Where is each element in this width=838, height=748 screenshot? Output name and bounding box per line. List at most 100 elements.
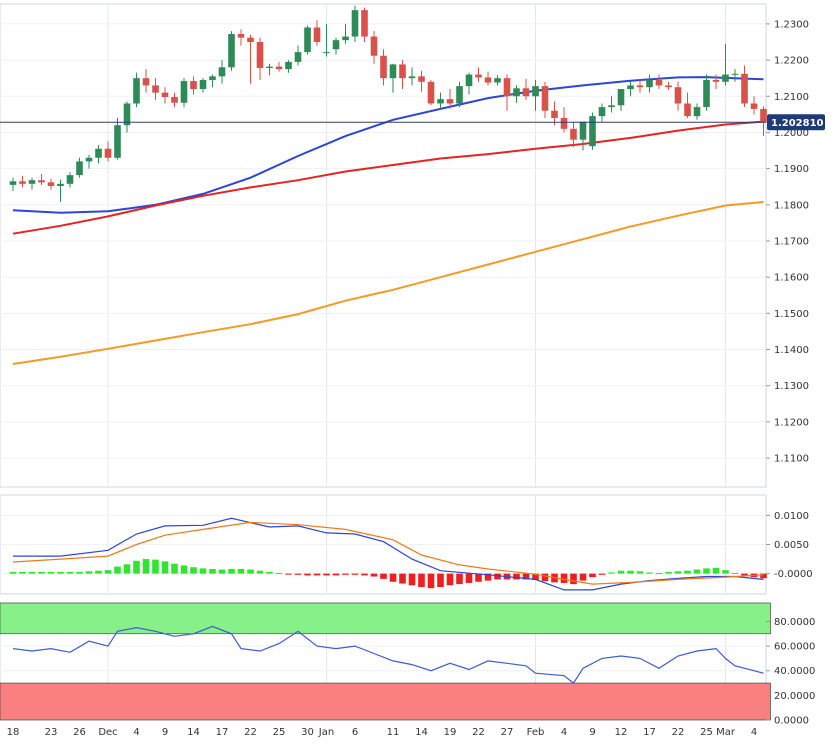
candle-body xyxy=(313,27,321,42)
macd-histogram-bar xyxy=(114,566,121,574)
macd-histogram-bar xyxy=(76,571,83,574)
macd-histogram-bar xyxy=(399,573,406,584)
macd-histogram-bar xyxy=(133,560,140,574)
candle-body xyxy=(247,37,254,42)
macd-histogram-bar xyxy=(465,573,473,583)
macd-histogram-bar xyxy=(446,573,454,586)
candle xyxy=(389,63,397,93)
candle xyxy=(294,45,302,66)
y-tick-label: 80.0000 xyxy=(774,617,815,628)
y-tick-label: 1.2000 xyxy=(774,128,809,139)
moving-averages xyxy=(12,76,764,365)
macd-histogram-bar xyxy=(513,573,520,580)
y-tick-label: 0.0100 xyxy=(774,511,809,522)
candle xyxy=(541,81,549,118)
candle-body xyxy=(66,175,74,184)
current-price-tag: 1.202810 xyxy=(767,114,825,131)
candle xyxy=(674,81,682,111)
current-price-tag-background xyxy=(767,114,825,131)
macd-histogram-bar xyxy=(408,573,416,586)
candle-body xyxy=(570,128,577,140)
candle xyxy=(636,78,644,93)
candle-body xyxy=(304,27,311,53)
macd-histogram-bar xyxy=(532,573,539,581)
candle-body xyxy=(218,67,226,77)
x-tick-label: 23 xyxy=(45,727,58,738)
candle-body xyxy=(161,92,169,97)
y-tick-label: 40.0000 xyxy=(774,666,815,677)
macd-histogram-bar xyxy=(304,573,311,576)
candle-body xyxy=(541,86,549,111)
macd-histogram-bar xyxy=(142,559,150,574)
candle-body xyxy=(171,96,178,103)
candle-body xyxy=(608,105,615,108)
candle-body xyxy=(722,74,729,82)
candle-body xyxy=(85,157,93,162)
x-tick-label: 11 xyxy=(387,727,400,738)
candle xyxy=(247,34,254,84)
rsi-line xyxy=(12,625,764,684)
x-tick-label: 30 xyxy=(301,727,314,738)
macd-histogram-bar xyxy=(665,571,672,574)
candle-body xyxy=(19,181,26,184)
macd-histogram-bar xyxy=(646,572,653,574)
candle-body xyxy=(275,66,283,70)
macd-histogram-bar xyxy=(598,573,606,575)
price-panel: 1.2300 1.2200 1.2100 1.2000 1.1900 1.1800 1.17… xyxy=(0,3,825,488)
candle xyxy=(57,179,64,202)
candle xyxy=(693,103,701,120)
candle-body xyxy=(123,103,131,126)
candle-body xyxy=(399,64,406,79)
candle-body xyxy=(712,79,720,82)
macd-histogram-bar xyxy=(627,570,634,574)
candle xyxy=(123,101,131,133)
macd-histogram-bar xyxy=(437,573,444,588)
candle xyxy=(532,79,539,111)
macd-histogram-bar xyxy=(161,561,169,574)
candle-body xyxy=(180,81,188,103)
candle-body xyxy=(114,125,121,158)
x-tick-label: 26 xyxy=(73,727,86,738)
y-tick-label: 1.1200 xyxy=(774,417,809,428)
candle xyxy=(579,121,587,151)
candle-body xyxy=(38,180,45,183)
x-tick-label: 17 xyxy=(216,727,229,738)
candle-body xyxy=(142,78,150,86)
candle xyxy=(28,177,36,190)
candle-body xyxy=(589,116,596,147)
macd-histogram-bar xyxy=(541,573,549,582)
macd-histogram-bar xyxy=(674,571,682,574)
candle-body xyxy=(646,79,653,88)
candle xyxy=(503,74,511,111)
x-tick-label: 18 xyxy=(7,727,20,738)
candle-body xyxy=(342,36,349,41)
candle xyxy=(361,7,368,42)
macd-histogram-bar xyxy=(180,565,188,574)
candle-body xyxy=(598,107,606,117)
y-tick-label: 1.1100 xyxy=(774,454,809,465)
macd-histogram-bar xyxy=(579,573,587,581)
macd-histogram-bar xyxy=(560,573,568,583)
candle-body xyxy=(228,34,235,68)
candle-body xyxy=(617,89,625,106)
candle xyxy=(351,5,359,42)
oversold-band xyxy=(0,682,771,721)
x-tick-label: 27 xyxy=(501,727,514,738)
candle-body xyxy=(532,86,539,97)
x-tick-label: Mar xyxy=(716,727,736,738)
candle xyxy=(760,106,767,137)
candle xyxy=(47,178,55,190)
macd-histogram-bar xyxy=(218,569,226,574)
candle xyxy=(266,63,273,76)
macd-histogram-bar xyxy=(494,573,501,580)
macd-histogram-bar xyxy=(47,571,55,574)
macd-lines xyxy=(12,517,764,591)
candle-body xyxy=(47,182,55,186)
y-tick-label: 1.2300 xyxy=(774,19,809,30)
candle-body xyxy=(579,121,587,140)
candle xyxy=(38,174,45,185)
macd-histogram-bar xyxy=(389,573,397,582)
macd-histogram-bar xyxy=(351,573,359,575)
candle-body xyxy=(199,79,207,90)
